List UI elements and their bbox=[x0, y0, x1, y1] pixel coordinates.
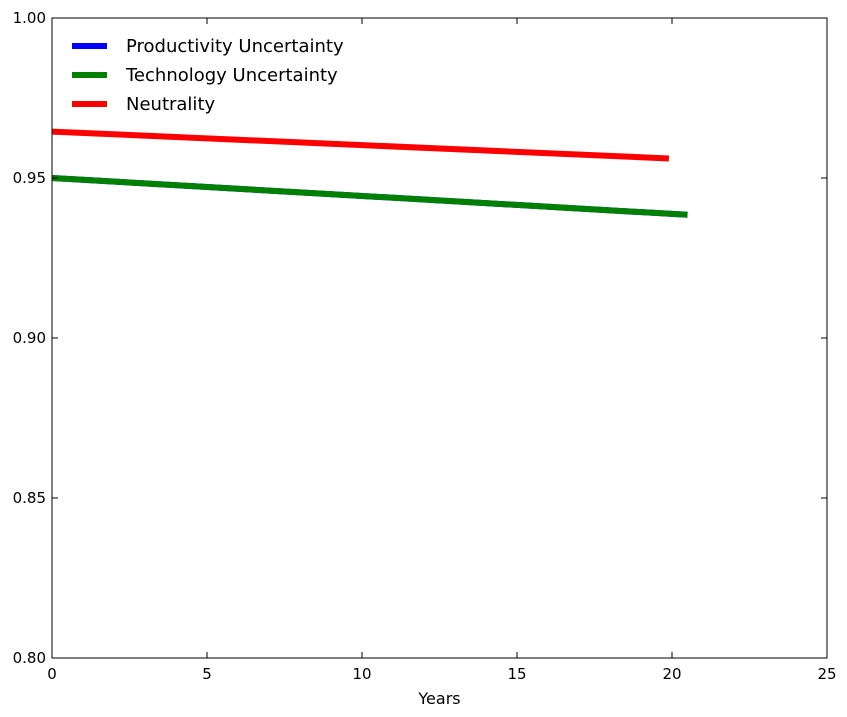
y-tick-label-0.95: 0.95 bbox=[13, 169, 46, 187]
x-tick-label-0: 0 bbox=[47, 665, 57, 683]
x-tick-label-10: 10 bbox=[352, 665, 371, 683]
y-tick-label-0.90: 0.90 bbox=[13, 329, 46, 347]
x-axis-label: Years bbox=[417, 689, 460, 708]
y-tick-label-0.80: 0.80 bbox=[13, 649, 46, 667]
legend-label-technology-uncertainty: Technology Uncertainty bbox=[125, 65, 338, 86]
tick-label-layer: 0 5 10 15 20 25 0.80 0.85 0.90 0.95 1.00 bbox=[13, 9, 837, 683]
series-line-technology-uncertainty bbox=[51, 175, 688, 218]
y-tick-label-1.00: 1.00 bbox=[13, 9, 46, 27]
legend-label-neutrality: Neutrality bbox=[126, 94, 215, 115]
tick-layer bbox=[51, 17, 828, 659]
legend-label-productivity-uncertainty: Productivity Uncertainty bbox=[126, 36, 344, 57]
x-tick-label-5: 5 bbox=[202, 665, 212, 683]
x-tick-label-15: 15 bbox=[507, 665, 526, 683]
series-layer bbox=[51, 128, 688, 218]
x-tick-label-25: 25 bbox=[817, 665, 836, 683]
x-tick-label-20: 20 bbox=[662, 665, 681, 683]
y-tick-label-0.85: 0.85 bbox=[13, 489, 46, 507]
legend: Productivity Uncertainty Technology Uncer… bbox=[72, 36, 344, 115]
series-line-neutrality bbox=[51, 128, 670, 162]
